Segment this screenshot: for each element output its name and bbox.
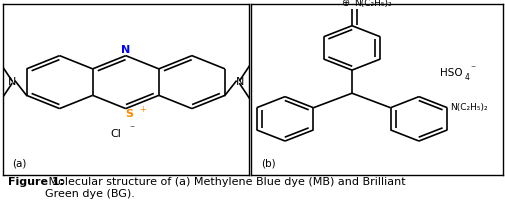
Text: ⁻: ⁻	[471, 64, 476, 74]
Text: HSO: HSO	[440, 68, 463, 78]
Text: N(C₂H₅)₂: N(C₂H₅)₂	[355, 0, 392, 8]
Text: N: N	[236, 77, 244, 87]
Text: 4: 4	[465, 73, 469, 82]
Text: ⊕: ⊕	[341, 0, 349, 8]
Text: Molecular structure of (a) Methylene Blue dye (MB) and Brilliant
Green dye (BG).: Molecular structure of (a) Methylene Blu…	[45, 177, 406, 199]
Text: ⁻: ⁻	[129, 124, 134, 134]
Text: (b): (b)	[261, 158, 276, 168]
Text: N(C₂H₅)₂: N(C₂H₅)₂	[450, 103, 487, 112]
Text: Cl: Cl	[110, 129, 121, 139]
Text: +: +	[139, 105, 146, 114]
Text: N: N	[8, 77, 16, 87]
Text: CH₃: CH₃	[261, 104, 277, 113]
Text: S: S	[126, 110, 134, 119]
Text: Figure 1:: Figure 1:	[8, 177, 64, 187]
Text: (a): (a)	[13, 158, 27, 168]
Text: CH₃: CH₃	[261, 51, 277, 60]
Text: N: N	[121, 45, 130, 55]
